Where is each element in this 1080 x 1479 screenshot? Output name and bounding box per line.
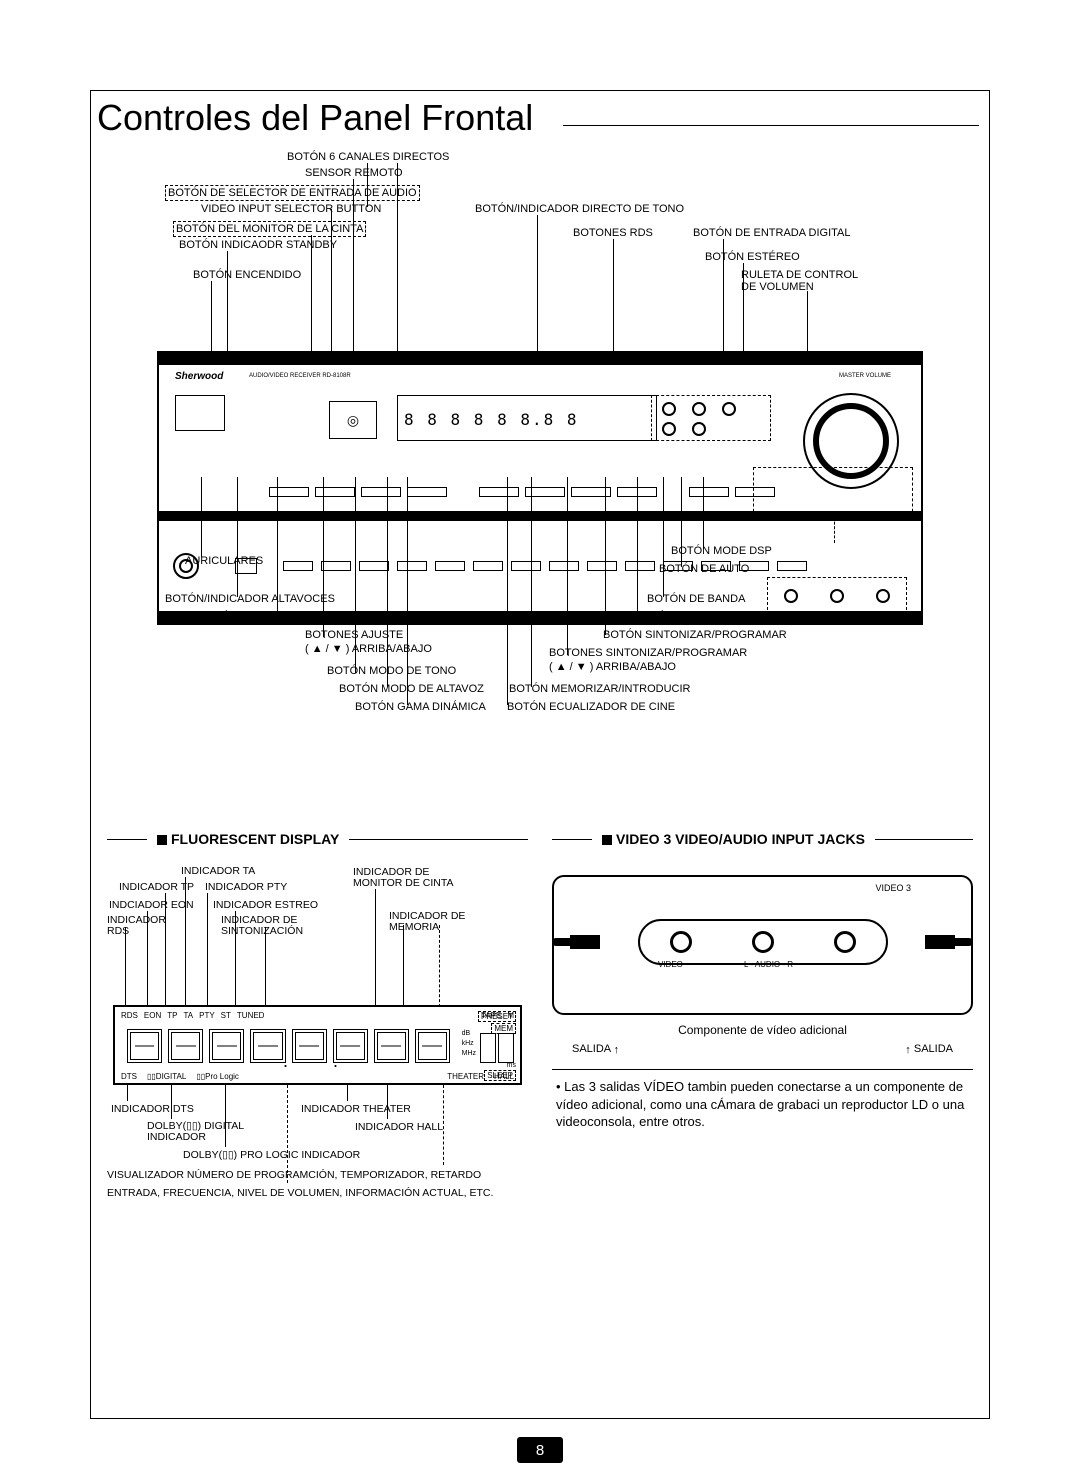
label-speaker-mode: BOTÓN MODO DE ALTAVOZ [339,683,484,695]
video3-note: Las 3 salidas VÍDEO tambin pueden conect… [552,1078,973,1131]
jack-label-video: VIDEO [658,960,683,969]
label-tape-monitor: BOTÓN DEL MONITOR DE LA CINTA [173,221,366,237]
title-row: Controles del Panel Frontal [91,91,989,139]
power-button [175,395,225,431]
fl-num: VISUALIZADOR NÚMERO DE PROGRAMCIÓN, TEMP… [107,1169,481,1181]
video3-jacks [638,919,888,965]
label-tone-mode: BOTÓN MODO DE TONO [327,665,456,677]
label-cine-eq: BOTÓN ECUALIZADOR DE CINE [507,701,675,713]
remote-sensor: ◎ [329,401,377,439]
label-ajuste2: ( ▲ / ▼ ) ARRIBA/ABAJO [305,643,432,655]
salida-right: SALIDA [914,1043,953,1055]
lower-controls-row [173,549,907,583]
fluorescent-body: INDICADOR TA INDICADOR TP INDICADOR PTY … [107,865,528,1225]
title-rule [563,125,979,126]
label-altavoces: BOTÓN/INDICADOR ALTAVOCES [165,593,335,605]
jack-audio-l [752,931,774,953]
selector-buttons-row [269,487,781,505]
lower-panels: FLUORESCENT DISPLAY INDICADOR TA INDICAD… [107,831,973,1408]
fl-segments [127,1029,450,1063]
label-audio-selector: BOTÓN DE SELECTOR DE ENTRADA DE AUDIO [165,185,420,201]
label-channel-select: BOTÓN DE SELECCIN DE CANAL [199,611,373,623]
label-dsp: BOTÓN MODE DSP [671,545,772,557]
model-text: AUDIO/VIDEO RECEIVER RD-8108R [249,373,351,379]
fl-ddig: DOLBY(▯▯) DIGITAL INDICADOR [147,1121,257,1143]
fl-info: ENTRADA, FRECUENCIA, NIVEL DE VOLUMEN, I… [107,1187,493,1199]
fl-tp: INDICADOR TP [119,881,194,893]
video3-jacks-mini [767,577,907,615]
video3-title: VIDEO 3 VIDEO/AUDIO INPUT JACKS [616,831,865,847]
label-auto: BOTÓN DE AUTO [659,563,749,575]
label-power: BOTÓN ENCENDIDO [193,269,301,281]
salida-left: SALIDA [572,1043,611,1055]
fl-pty: INDICADOR PTY [205,881,287,893]
jack-video [670,931,692,953]
video3-panel: VIDEO 3 VIDEO/AUDIO INPUT JACKS VIDEO 3 … [552,831,973,1408]
label-digital-in: BOTÓN DE ENTRADA DIGITAL [693,227,851,239]
video3-box: VIDEO 3 VIDEO L - AUDIO - R [552,875,973,1015]
label-tone-direct: BOTÓN/INDICADOR DIRECTO DE TONO [475,203,684,215]
page-number: 8 [517,1437,563,1463]
label-standby: BOTÓN INDICAODR STANDBY [179,239,337,251]
fluorescent-display: RDS EON TP TA PTY ST TUNED TAPE M PRESET [113,1005,522,1085]
fl-theater: INDICADOR THEATER [301,1103,411,1115]
salida-row: SALIDA ↑ ↑ SALIDA [572,1043,953,1055]
manual-page: Controles del Panel Frontal BOTÓN 6 CANA… [0,0,1080,1479]
fl-row1: RDS EON TP TA PTY ST TUNED TAPE M [121,1011,514,1020]
label-rds: BOTONES RDS [573,227,653,239]
video3-divider [552,1069,973,1070]
page-title: Controles del Panel Frontal [97,97,533,139]
label-tune-prog2b: ( ▲ / ▼ ) ARRIBA/ABAJO [549,661,676,673]
top-labels: BOTÓN 6 CANALES DIRECTOS SENSOR REMOTO B… [107,151,973,341]
label-tune-prog: BOTÓN SINTONIZAR/PROGRAMAR [603,629,787,641]
plug-right [913,933,973,949]
label-dyn-range: BOTÓN GAMA DINÁMICA [355,701,486,713]
fl-tapemon: INDICADOR DE MONITOR DE CINTA [353,867,463,889]
fl-preset: PRESET [478,1011,516,1022]
label-banda: BOTÓN DE BANDA [647,593,745,605]
label-fm: BOTÓN MODO FM [635,611,730,623]
fl-row3: DTS ▯▯DIGITAL ▯▯Pro Logic THEATER HALL [121,1072,514,1081]
label-video-selector: VIDEO INPUT SELECTOR BUTTON [201,203,381,215]
fluorescent-title: FLUORESCENT DISPLAY [171,831,339,847]
fl-ms: ms [507,1062,516,1069]
master-vol-label: MASTER VOLUME [839,373,891,379]
jack-label-audio: L - AUDIO - R [744,960,793,969]
fluorescent-panel: FLUORESCENT DISPLAY INDICADOR TA INDICAD… [107,831,528,1408]
content-frame: Controles del Panel Frontal BOTÓN 6 CANA… [90,90,990,1419]
fl-eon: INDCIADOR EON [109,899,194,911]
display-digits: 8 8 8 8 8 8.8 8 [404,410,579,429]
label-6ch: BOTÓN 6 CANALES DIRECTOS [287,151,449,163]
fl-dts: INDICADOR DTS [111,1103,194,1115]
fl-stereo: INDICADOR ESTREO [213,899,318,911]
fl-units: dB kHz MHz [462,1029,476,1059]
brand-logo: Sherwood [175,371,223,382]
label-memorizar: BOTÓN MEMORIZAR/INTRODUCIR [509,683,691,695]
label-sensor: SENSOR REMOTO [305,167,403,179]
label-volume: RULETA DE CONTROL DE VOLUMEN [741,269,871,293]
video3-label: VIDEO 3 [875,883,911,893]
front-panel-diagram: BOTÓN 6 CANALES DIRECTOS SENSOR REMOTO B… [107,151,973,791]
fl-dpro: DOLBY(▯▯) PRO LOGIC INDICADOR [183,1149,360,1161]
main-display: 8 8 8 8 8 8.8 8 [397,395,657,441]
rds-buttons-area [651,395,771,441]
video3-caption: Componente de vídeo adicional [552,1023,973,1037]
jack-audio-r [834,931,856,953]
fl-rds: INDICADOR RDS [107,915,177,937]
fl-hall: INDICADOR HALL [355,1121,443,1133]
label-stereo: BOTÓN ESTÉREO [705,251,800,263]
fl-ta: INDICADOR TA [181,865,255,877]
label-tune-prog2a: BOTONES SINTONIZAR/PROGRAMAR [549,647,747,659]
fl-tune: INDICADOR DE SINTONIZACIÓN [221,915,321,937]
label-auriculares: AURICULARES [185,555,263,567]
plug-left [552,933,612,949]
